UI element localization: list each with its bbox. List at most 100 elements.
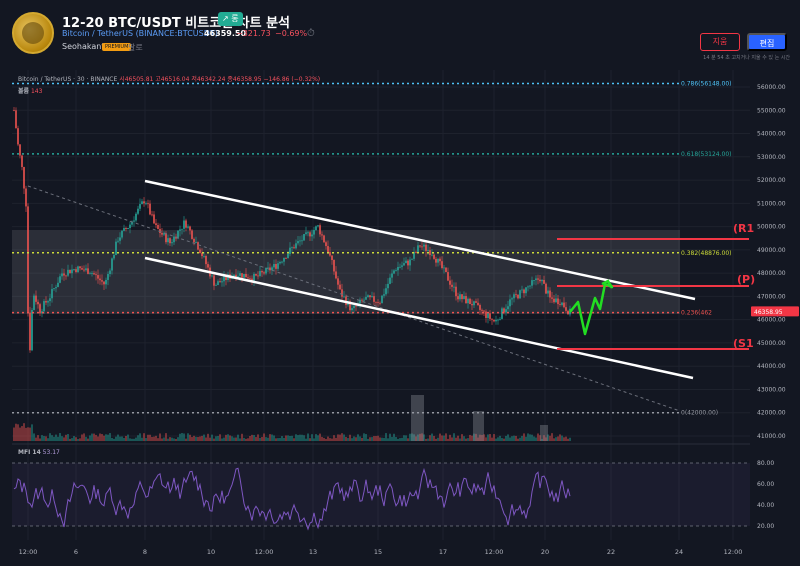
volume-bar bbox=[21, 426, 23, 441]
volume-bar bbox=[67, 434, 69, 441]
time-tick-label: 10 bbox=[207, 548, 215, 556]
candle-body bbox=[233, 274, 235, 277]
volume-bar bbox=[299, 434, 301, 441]
candle-body bbox=[115, 241, 117, 255]
volume-bar bbox=[57, 436, 59, 441]
candle-body bbox=[119, 237, 121, 241]
candle-body bbox=[265, 267, 267, 274]
fibonacci-levels[interactable]: 0.786(56148.00) 0.618(53124.00) 0.382(4887… bbox=[12, 81, 732, 417]
volume-bar bbox=[389, 433, 391, 441]
price-chart[interactable]: 0.786(56148.00) 0.618(53124.00) 0.382(4887… bbox=[0, 64, 800, 566]
candle-body bbox=[39, 304, 41, 314]
volume-bar bbox=[197, 437, 199, 441]
candle-body bbox=[465, 296, 467, 304]
volume-bar bbox=[383, 437, 385, 441]
candles bbox=[13, 107, 571, 353]
volume-bar bbox=[45, 436, 47, 441]
volume-bar bbox=[147, 434, 149, 441]
candle-body bbox=[27, 206, 29, 313]
candle-body bbox=[529, 285, 531, 287]
symbol-code-link[interactable]: (BINANCE:BTCUSDT) bbox=[135, 29, 218, 38]
candle-body bbox=[155, 223, 157, 226]
candle-body bbox=[523, 289, 525, 294]
time-tick-label: 15 bbox=[374, 548, 382, 556]
candle-body bbox=[237, 275, 239, 278]
volume-spike bbox=[411, 395, 424, 441]
candle-body bbox=[391, 273, 393, 278]
volume-bar bbox=[443, 435, 445, 441]
candle-body bbox=[87, 268, 89, 274]
fib-trend-line[interactable] bbox=[27, 185, 681, 412]
candle-body bbox=[213, 275, 215, 286]
volume-bar bbox=[247, 438, 249, 441]
price-tick-label: 55000.00 bbox=[757, 107, 786, 114]
candle-body bbox=[89, 273, 91, 275]
volume-bar bbox=[159, 433, 161, 441]
volume-bar bbox=[207, 433, 209, 441]
candle-body bbox=[117, 240, 119, 242]
candle-body bbox=[531, 280, 533, 286]
candle-body bbox=[341, 289, 343, 297]
candle-body bbox=[383, 294, 385, 296]
volume-bar bbox=[567, 438, 569, 441]
author-name[interactable]: Seohakant bbox=[62, 42, 105, 51]
volume-bar bbox=[391, 436, 393, 441]
volume-bar bbox=[61, 436, 63, 441]
candle-body bbox=[127, 227, 129, 230]
volume-bar bbox=[75, 437, 77, 441]
candle-body bbox=[535, 278, 537, 281]
volume-bar bbox=[169, 437, 171, 441]
volume-bar bbox=[249, 436, 251, 441]
volume-bar bbox=[455, 437, 457, 441]
volume-bar bbox=[163, 437, 165, 441]
volume-bar bbox=[205, 437, 207, 441]
candle-body bbox=[395, 270, 397, 272]
candle-body bbox=[429, 250, 431, 256]
candle-body bbox=[253, 273, 255, 281]
chart-area[interactable]: 0.786(56148.00) 0.618(53124.00) 0.382(4887… bbox=[0, 64, 800, 566]
volume-bar bbox=[181, 433, 183, 441]
candle-body bbox=[459, 294, 461, 300]
candle-body bbox=[145, 203, 147, 205]
chart-legend: Bitcoin / TetherUS · 30 · BINANCE 시46505… bbox=[18, 74, 320, 83]
volume-bar bbox=[155, 435, 157, 441]
edit-button[interactable]: 편집 bbox=[747, 33, 787, 51]
volume-bar bbox=[325, 438, 327, 441]
delete-button[interactable]: 지움 bbox=[700, 33, 740, 51]
candle-body bbox=[497, 319, 499, 321]
candle-body bbox=[555, 298, 557, 303]
volume-bar bbox=[185, 438, 187, 441]
candle-body bbox=[547, 290, 549, 294]
candle-body bbox=[15, 110, 17, 129]
volume-spike bbox=[473, 411, 484, 441]
volume-bar bbox=[71, 438, 73, 441]
candle-body bbox=[431, 254, 433, 256]
channel-lower-line[interactable] bbox=[144, 256, 694, 380]
mfi-tick-label: 40.00 bbox=[757, 502, 774, 509]
last-price: 46359.50 bbox=[204, 29, 247, 38]
time-tick-label: 24 bbox=[675, 548, 683, 556]
volume-bar bbox=[305, 438, 307, 441]
volume-bar bbox=[311, 434, 313, 441]
volume-bar bbox=[437, 437, 439, 441]
volume-bar bbox=[109, 433, 111, 441]
candle-body bbox=[327, 246, 329, 253]
volume-bar bbox=[245, 438, 247, 441]
volume-bar bbox=[513, 435, 515, 441]
forecast-arrow-head bbox=[601, 279, 614, 289]
symbol-name-link[interactable]: Bitcoin / TetherUS bbox=[62, 29, 134, 38]
candle-body bbox=[387, 283, 389, 289]
volume-legend: 볼륨 143 bbox=[18, 86, 42, 95]
volume-bar bbox=[427, 438, 429, 441]
channel-upper-line[interactable] bbox=[144, 179, 696, 301]
volume-bar bbox=[267, 437, 269, 441]
candle-body bbox=[417, 245, 419, 253]
volume-bar bbox=[361, 437, 363, 441]
volume-bar bbox=[279, 438, 281, 441]
symbol-line[interactable]: Bitcoin / TetherUS (BINANCE:BTCUSDT) bbox=[62, 29, 218, 38]
candle-body bbox=[533, 280, 535, 281]
volume-bar bbox=[149, 434, 151, 441]
follow-button[interactable]: 팔로 bbox=[128, 43, 143, 52]
volume-bar bbox=[503, 438, 505, 441]
candle-body bbox=[335, 271, 337, 279]
